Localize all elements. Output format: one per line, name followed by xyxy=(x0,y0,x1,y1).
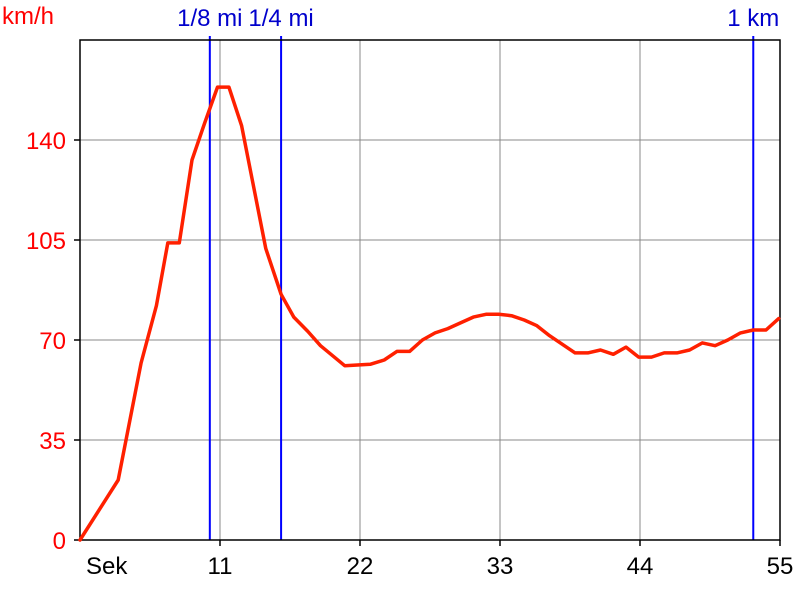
y-tick-label: 35 xyxy=(39,428,66,455)
series-layer xyxy=(78,85,781,542)
x-tick-label: 44 xyxy=(627,553,654,580)
y-tick-label: 70 xyxy=(39,328,66,355)
y-tick-label: 0 xyxy=(53,528,66,555)
x-tick-label: 11 xyxy=(208,553,233,580)
x-tick-label: 33 xyxy=(487,553,514,580)
y-axis-label: km/h xyxy=(2,3,54,30)
x-tick-label: 22 xyxy=(347,553,374,580)
y-tick-label: 140 xyxy=(26,128,66,155)
grid-layer xyxy=(80,40,780,540)
marker-layer: 1/8 mi 1/4 mi 1 km xyxy=(177,5,779,540)
x-axis-label: Sek xyxy=(86,553,128,580)
y-tick-label: 105 xyxy=(26,228,66,255)
distance-marker-label: 1 km xyxy=(727,5,779,32)
plot-frame xyxy=(79,39,781,541)
distance-marker-label: 1/8 mi xyxy=(177,5,242,32)
label-layer: km/h Sek xyxy=(2,3,128,580)
ticks-layer: 11 22 33 44 55 0 35 70 105 140 xyxy=(26,128,793,580)
speed-series-line xyxy=(78,85,781,542)
x-tick-label: 55 xyxy=(767,553,794,580)
distance-marker-label: 1/4 mi xyxy=(248,5,313,32)
